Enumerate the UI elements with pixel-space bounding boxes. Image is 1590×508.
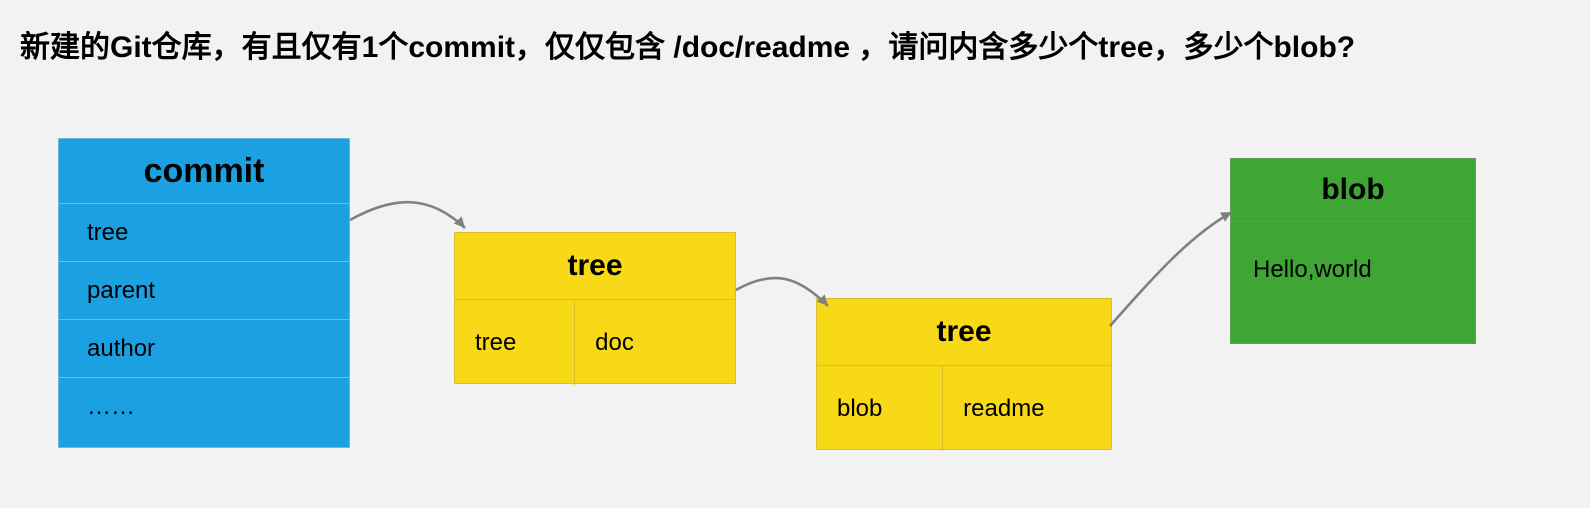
commit-box: commit tree parent author ……: [58, 138, 350, 448]
blob-title: blob: [1231, 159, 1475, 221]
cell: blob: [817, 366, 942, 451]
tree1-rows: treedoc: [455, 299, 735, 385]
cell: tree: [455, 300, 574, 385]
cell: readme: [942, 366, 1111, 451]
table-row: author: [59, 319, 349, 377]
tree-box-1: tree treedoc: [454, 232, 736, 384]
arrow-head: [454, 216, 465, 228]
table-row: parent: [59, 261, 349, 319]
commit-title: commit: [59, 139, 349, 203]
question-heading: 新建的Git仓库，有且仅有1个commit，仅仅包含 /doc/readme ，…: [20, 22, 1355, 66]
commit-rows: tree parent author ……: [59, 203, 349, 435]
table-row: tree: [59, 203, 349, 261]
arrow-path: [736, 278, 828, 306]
cell: parent: [59, 277, 349, 305]
tree-box-2: tree blobreadme: [816, 298, 1112, 450]
cell: ……: [59, 393, 349, 421]
blob-content: Hello,world: [1231, 221, 1475, 345]
table-row: treedoc: [455, 299, 735, 385]
cell: tree: [59, 219, 349, 247]
table-row: blobreadme: [817, 365, 1111, 451]
table-row: ……: [59, 377, 349, 435]
cell: author: [59, 335, 349, 363]
diagram-canvas: 新建的Git仓库，有且仅有1个commit，仅仅包含 /doc/readme ，…: [0, 0, 1590, 508]
cell: doc: [574, 300, 735, 385]
tree2-rows: blobreadme: [817, 365, 1111, 451]
tree2-title: tree: [817, 299, 1111, 365]
blob-box: blob Hello,world: [1230, 158, 1476, 344]
arrow-path: [350, 202, 465, 228]
arrow-path: [1110, 212, 1232, 326]
tree1-title: tree: [455, 233, 735, 299]
